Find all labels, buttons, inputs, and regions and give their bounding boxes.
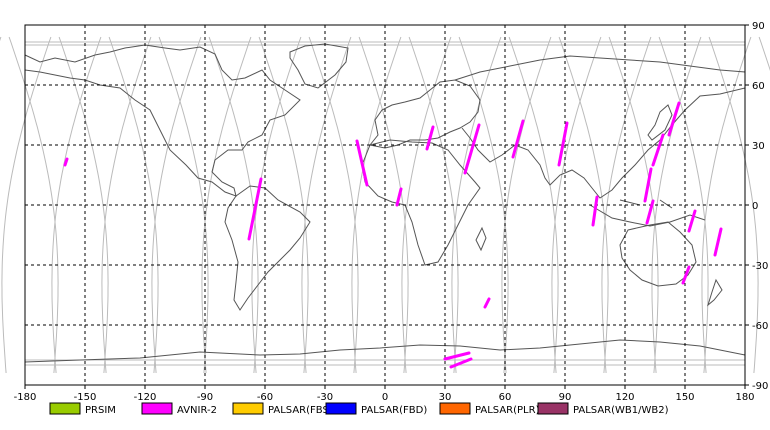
coastline-north-america [24,44,301,197]
observation-swath [425,125,435,151]
coastline-japan [647,104,673,141]
legend: PRSIM AVNIR-2 PALSAR(FBS) PALSAR(FBD) PALSAR… [49,402,669,416]
orbit-track [708,36,759,374]
lat-tick-label: -30 [752,261,768,272]
lat-tick-label: 60 [752,81,765,92]
lat-tick-label: 0 [752,201,758,212]
observation-swath [557,121,569,167]
observation-swath [247,177,263,241]
observation-swath [483,297,491,309]
lon-tick-label: -150 [74,392,97,403]
lon-tick-label: 180 [735,392,754,403]
observation-swath [643,167,653,203]
legend-label: PALSAR(PLR) [475,405,540,416]
orbit-track [458,36,509,374]
lat-tick-label: -60 [752,321,768,332]
observation-swath [449,357,473,369]
observation-swath [463,123,481,175]
lon-tick-label: -120 [134,392,157,403]
observation-swath [395,187,403,207]
legend-label: PRSIM [85,405,116,416]
orbit-track [551,36,602,374]
legend-label: PALSAR(WB1/WB2) [573,405,669,416]
legend-swatch [325,402,357,415]
coastline-indonesia [589,199,706,227]
orbit-track [701,36,752,374]
legend-swatch [537,402,569,415]
coastlines [24,43,746,363]
orbit-track [0,36,2,42]
lon-tick-label: -60 [257,392,273,403]
legend-item: AVNIR-2 [141,402,217,416]
lon-tick-label: 120 [615,392,634,403]
lon-tick-label: 0 [382,392,388,403]
legend-label: PALSAR(FBS) [268,405,333,416]
observation-swath [687,209,697,233]
lon-tick-label: -180 [14,392,37,403]
legend-item: PALSAR(FBD) [325,402,427,416]
observation-swath [645,199,655,225]
legend-item: PALSAR(FBS) [232,402,333,416]
legend-item: PALSAR(PLR) [439,402,540,416]
orbit-track [308,36,359,374]
orbit-track [8,36,59,374]
legend-swatch [49,402,81,415]
orbit-track [1,36,52,374]
coastline-asia [454,55,746,199]
orbit-track [401,36,452,374]
lat-tick-label: 90 [752,21,765,32]
legend-item: PRSIM [49,402,116,416]
coastline-madagascar [475,226,487,252]
lat-tick-label: -90 [752,381,768,392]
coastline-south-america [224,185,311,311]
legend-item: PALSAR(WB1/WB2) [537,402,669,416]
coastline-europe [369,79,481,149]
legend-swatch [141,402,173,415]
observation-swath [443,351,471,361]
graticule [25,25,745,385]
lon-tick-label: 60 [499,392,512,403]
observation-swath [63,157,69,167]
lon-tick-label: -90 [197,392,213,403]
observation-swath [667,101,681,137]
lon-tick-label: 90 [559,392,572,403]
observation-swath [681,265,691,285]
orbit-track [101,36,152,374]
legend-label: AVNIR-2 [177,405,217,416]
lat-tick-label: 30 [752,141,765,152]
coastline-greenland [289,43,349,89]
legend-label: PALSAR(FBD) [361,405,427,416]
legend-swatch [232,402,264,415]
coastline-australia [619,221,697,287]
observation-swath [355,139,369,187]
coastline-africa [361,139,481,266]
orbit-track [158,36,209,374]
observation-swath [651,133,665,167]
lon-tick-label: 150 [675,392,694,403]
observation-swath [591,195,599,227]
observation-swath [713,227,723,257]
legend-swatch [439,402,471,415]
lon-tick-label: -30 [317,392,333,403]
coastline-new-zealand [707,278,723,307]
observation-swaths [63,101,723,369]
observation-swath [511,119,525,159]
coastline-antarctica [24,339,746,363]
lon-tick-label: 30 [439,392,452,403]
axis-ticks: -180 -150 -120 -90 -60 -30 0 30 60 90 120 150 180 90 6… [14,21,769,403]
